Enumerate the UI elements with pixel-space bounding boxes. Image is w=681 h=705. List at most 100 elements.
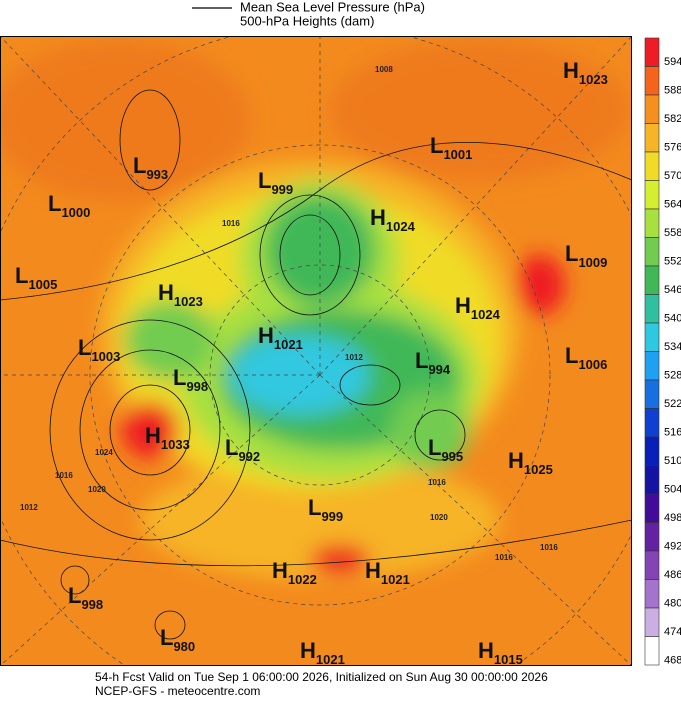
center-value: 1033 <box>161 437 190 452</box>
center-kind: H <box>258 323 274 348</box>
pressure-center: L998 <box>173 365 208 394</box>
pressure-center: H1021 <box>365 558 410 587</box>
center-kind: L <box>225 435 238 460</box>
colorbar-label: 558 <box>664 227 681 239</box>
center-value: 1003 <box>91 349 120 364</box>
center-kind: L <box>173 365 186 390</box>
colorbar-swatch <box>644 208 660 238</box>
pressure-center: H1024 <box>455 293 501 322</box>
colorbar-label: 570 <box>664 170 681 182</box>
center-kind: L <box>430 133 443 158</box>
colorbar-swatch <box>644 265 660 295</box>
colorbar-label: 594 <box>664 56 681 68</box>
colorbar-swatch <box>644 379 660 409</box>
colorbar-swatch <box>644 237 660 267</box>
center-value: 1005 <box>28 277 57 292</box>
center-value: 999 <box>321 509 343 524</box>
center-value: 994 <box>428 362 450 377</box>
center-value: 1000 <box>61 205 90 220</box>
center-kind: H <box>145 423 161 448</box>
center-kind: H <box>158 280 174 305</box>
pressure-center: L994 <box>415 348 451 377</box>
center-value: 993 <box>146 167 168 182</box>
colorbar-label: 576 <box>664 142 681 154</box>
isobar-label: 1012 <box>345 353 363 362</box>
colorbar-label: 498 <box>664 512 681 524</box>
center-kind: H <box>300 638 316 663</box>
pressure-center: L1006 <box>565 343 607 372</box>
pressure-center: H1024 <box>370 205 416 234</box>
footer-forecast: 54-h Fcst Valid on Tue Sep 1 06:00:00 20… <box>95 670 548 684</box>
isobar-label: 1024 <box>95 448 113 457</box>
center-value: 1001 <box>443 147 472 162</box>
pressure-center: H1022 <box>272 558 317 587</box>
pressure-center: L980 <box>160 625 195 654</box>
center-value: 998 <box>81 597 103 612</box>
center-value: 1023 <box>174 294 203 309</box>
center-kind: L <box>133 153 146 178</box>
center-kind: L <box>428 435 441 460</box>
center-value: 1024 <box>471 307 501 322</box>
center-value: 1024 <box>386 219 416 234</box>
map-area <box>0 36 632 666</box>
isobar-label: 1012 <box>20 503 38 512</box>
colorbar-swatch <box>644 151 660 181</box>
colorbar-label: 492 <box>664 541 681 553</box>
pressure-center: H1023 <box>563 58 608 87</box>
center-kind: L <box>15 263 28 288</box>
colorbar-swatch <box>644 465 660 495</box>
isobar-label: 1016 <box>540 543 558 552</box>
colorbar-swatch <box>644 294 660 324</box>
colorbar-swatch <box>644 636 660 666</box>
center-kind: H <box>370 205 386 230</box>
colorbar-label: 480 <box>664 598 681 610</box>
pressure-center: L1001 <box>430 133 472 162</box>
colorbar-label: 504 <box>664 484 681 496</box>
isobar-label: 1008 <box>375 65 393 74</box>
colorbar-swatch <box>644 180 660 210</box>
pressure-center: H1023 <box>158 280 203 309</box>
colorbar-swatch <box>644 579 660 609</box>
graticule <box>0 36 632 666</box>
colorbar-swatch <box>644 436 660 466</box>
center-value: 1025 <box>524 462 553 477</box>
colorbar-swatch <box>644 607 660 637</box>
colorbar-label: 564 <box>664 199 681 211</box>
center-value: 1015 <box>494 652 523 667</box>
legend-heights: 500-hPa Heights (dam) <box>240 13 374 28</box>
center-value: 992 <box>238 449 260 464</box>
center-value: 1022 <box>288 572 317 587</box>
colorbar-label: 510 <box>664 455 681 467</box>
center-kind: H <box>365 558 381 583</box>
pressure-center: L998 <box>68 583 103 612</box>
colorbar-swatch <box>644 94 660 124</box>
center-kind: H <box>508 448 524 473</box>
isobar-label: 1016 <box>55 471 73 480</box>
colorbar-label: 528 <box>664 370 681 382</box>
map-border <box>0 36 632 666</box>
isobar-label: 1016 <box>428 478 446 487</box>
colorbar-label: 588 <box>664 85 681 97</box>
isobar-label: 1016 <box>495 553 513 562</box>
center-kind: H <box>478 638 494 663</box>
center-value: 999 <box>271 182 293 197</box>
center-kind: L <box>78 335 91 360</box>
colorbar-swatch <box>644 322 660 352</box>
center-kind: L <box>415 348 428 373</box>
center-kind: L <box>48 191 61 216</box>
colorbar-label: 582 <box>664 113 681 125</box>
pressure-center: H1021 <box>258 323 303 352</box>
center-kind: L <box>565 343 578 368</box>
center-value: 1009 <box>578 255 607 270</box>
colorbar-swatch <box>644 493 660 523</box>
pressure-center: H1021 <box>300 638 345 667</box>
center-kind: L <box>258 168 271 193</box>
center-value: 998 <box>186 379 208 394</box>
center-kind: H <box>272 558 288 583</box>
colorbar-swatch <box>644 66 660 96</box>
colorbar-label: 474 <box>664 626 681 638</box>
colorbar-swatch <box>644 37 660 67</box>
pressure-center: L1005 <box>15 263 57 292</box>
isobar-label: 1020 <box>88 485 106 494</box>
